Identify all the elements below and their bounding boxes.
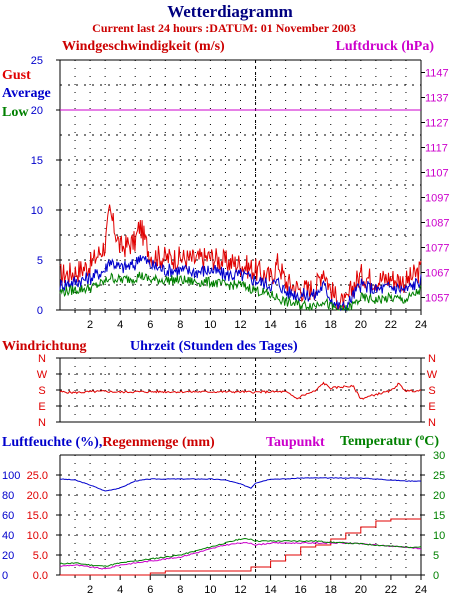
y-tick-label-pressure: 1057: [425, 293, 449, 305]
dewpoint-line: [59, 541, 422, 570]
direction-tick-label: N: [38, 417, 46, 429]
humidity-rain-label: Luftfeuchte (%),Regenmenge (mm): [2, 435, 215, 450]
direction-tick-label: N: [38, 353, 46, 365]
y-tick-label-wind: 10: [31, 205, 43, 217]
humidity-tick-label: 0: [2, 570, 8, 582]
y-tick-label-pressure: 1097: [425, 193, 449, 205]
x-tick-label: 8: [177, 319, 183, 331]
rain-tick-label: 25.0: [27, 470, 48, 482]
x-tick-label: 2: [87, 319, 93, 331]
y-tick-label-pressure: 1067: [425, 268, 449, 280]
direction-tick-label: E: [38, 401, 45, 413]
wind-direction-label: Windrichtung: [2, 339, 87, 354]
x-tick-label: 14: [264, 319, 276, 331]
temperature-unit: C): [424, 434, 439, 449]
x-tick-label: 18: [325, 319, 337, 331]
rain-tick-label: 10.0: [27, 530, 48, 542]
x-tick-label: 24: [415, 319, 427, 331]
humidity-line: [59, 477, 422, 492]
wind-speed-panel: 0 5 10 15 20 25 1057 1067 1077 1087 1097 1107 1117 11…: [31, 55, 450, 331]
degree-symbol: o: [420, 432, 425, 442]
x-tick-label: 24: [415, 584, 427, 596]
low-series-line: [59, 271, 422, 312]
rain-label: Regenmenge (mm): [102, 435, 215, 450]
x-tick-label: 4: [117, 319, 123, 331]
y-tick-label-wind: 5: [37, 255, 43, 267]
direction-tick-label-right: E: [428, 401, 435, 413]
legend-average: Average: [2, 86, 51, 101]
wind-direction-panel: N NW WS SE EN N: [37, 353, 438, 429]
temperature-tick-label: 10: [433, 530, 445, 542]
y-tick-label-pressure: 1087: [425, 218, 449, 230]
direction-tick-label-right: S: [428, 385, 435, 397]
temperature-tick-label: 30: [433, 450, 445, 462]
x-tick-label: 22: [385, 319, 397, 331]
humidity-tick-label: 60: [2, 510, 14, 522]
label-separator: ,: [99, 435, 103, 450]
temperature-tick-label: 20: [433, 490, 445, 502]
temperature-tick-label: 25: [433, 470, 445, 482]
humidity-temperature-panel: 0 0.0 20 5.0 40 10.0 60 15.0 80 20.0 100 25.0 0 5 10 15…: [2, 450, 445, 596]
y-tick-label-pressure: 1127: [425, 118, 449, 130]
wind-direction-line: [59, 381, 422, 400]
x-tick-label: 6: [147, 319, 153, 331]
hours-axis-label: Uhrzeit (Stunden des Tages): [130, 339, 298, 354]
x-tick-label: 6: [147, 584, 153, 596]
direction-tick-label: S: [38, 385, 45, 397]
y-tick-label-pressure: 1137: [425, 93, 449, 105]
x-tick-label: 16: [295, 584, 307, 596]
y-tick-label-pressure: 1147: [425, 68, 449, 80]
temperature-label: Temperatur (oC): [340, 432, 439, 449]
x-tick-label: 20: [355, 319, 367, 331]
x-tick-label: 4: [117, 584, 123, 596]
chart-title: Wetterdiagramm: [167, 2, 293, 21]
direction-tick-label: W: [37, 369, 48, 381]
rain-tick-label: 0.0: [33, 570, 48, 582]
gust-series-line: [59, 204, 422, 311]
x-tick-label: 10: [204, 319, 216, 331]
x-tick-label: 10: [204, 584, 216, 596]
y-tick-label-wind: 20: [31, 105, 43, 117]
y-tick-label-pressure: 1107: [425, 168, 449, 180]
chart-subtitle: Current last 24 hours :DATUM: 01 Novembe…: [92, 21, 356, 35]
x-tick-label: 14: [264, 584, 276, 596]
x-tick-label: 2: [87, 584, 93, 596]
legend-gust: Gust: [2, 68, 31, 83]
direction-tick-label-right: N: [428, 417, 436, 429]
x-tick-label: 22: [385, 584, 397, 596]
x-tick-label: 12: [234, 584, 246, 596]
wind-speed-axis-label: Windgeschwindigkeit (m/s): [62, 39, 225, 54]
temperature-tick-label: 0: [433, 570, 439, 582]
x-tick-label: 16: [295, 319, 307, 331]
humidity-tick-label: 80: [2, 490, 14, 502]
dewpoint-label: Taupunkt: [266, 435, 325, 450]
rain-tick-label: 20.0: [27, 490, 48, 502]
y-tick-label-wind: 25: [31, 55, 43, 67]
humidity-label: Luftfeuchte (%): [2, 435, 99, 450]
x-tick-label: 12: [234, 319, 246, 331]
direction-tick-label-right: W: [427, 369, 438, 381]
rain-tick-label: 15.0: [27, 510, 48, 522]
average-series-line: [59, 255, 422, 312]
y-tick-label-wind: 15: [31, 155, 43, 167]
y-tick-label-wind: 0: [37, 305, 43, 317]
humidity-tick-label: 40: [2, 530, 14, 542]
rain-tick-label: 5.0: [33, 550, 48, 562]
y-tick-label-pressure: 1077: [425, 243, 449, 255]
y-tick-label-pressure: 1117: [425, 143, 448, 155]
temperature-tick-label: 5: [433, 550, 439, 562]
humidity-tick-label: 20: [2, 550, 14, 562]
x-tick-label: 8: [177, 584, 183, 596]
temperature-line: [59, 537, 422, 567]
legend-low: Low: [2, 105, 29, 120]
pressure-axis-label: Luftdruck (hPa): [336, 39, 435, 54]
temperature-tick-label: 15: [433, 510, 445, 522]
temperature-label-text: Temperatur (: [340, 434, 420, 449]
x-tick-label: 20: [355, 584, 367, 596]
x-tick-label: 18: [325, 584, 337, 596]
direction-tick-label-right: N: [428, 353, 436, 365]
rain-line: [60, 518, 421, 576]
humidity-tick-label: 100: [2, 470, 20, 482]
